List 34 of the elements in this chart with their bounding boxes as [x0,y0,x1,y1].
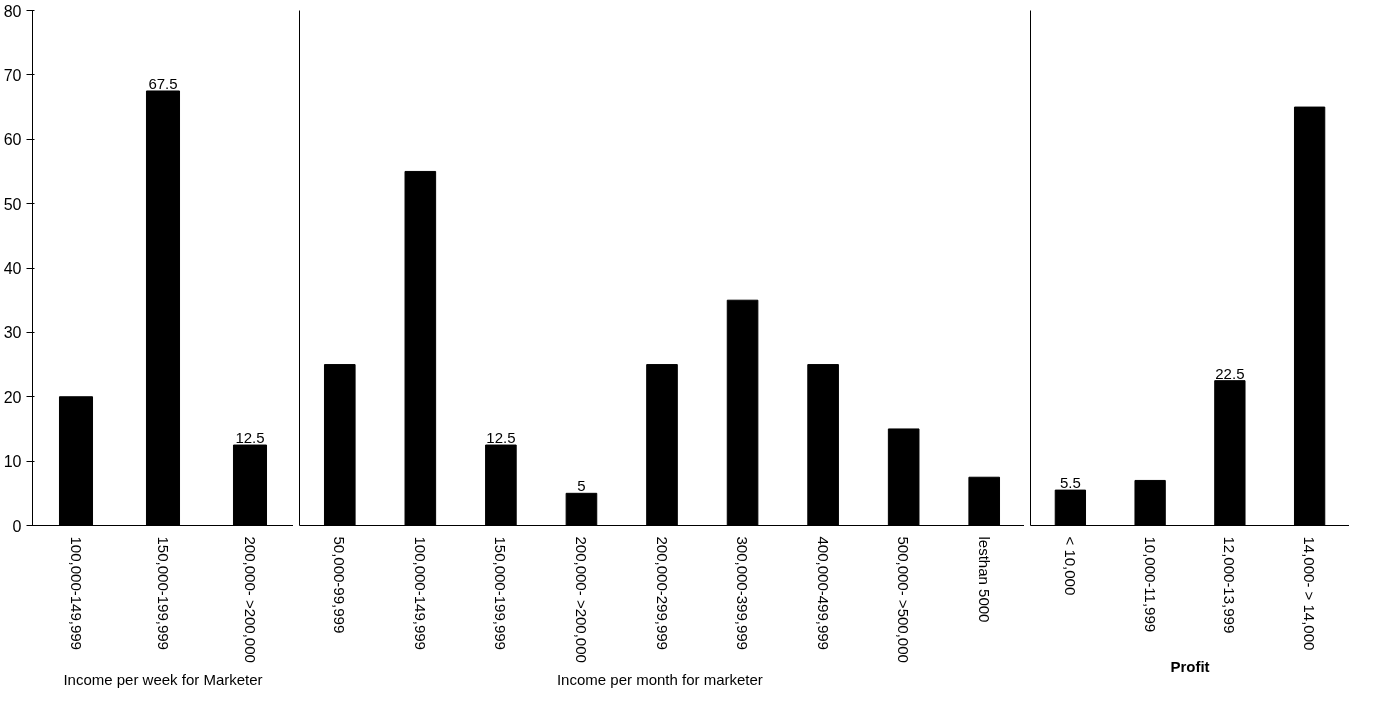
y-tick-label: 80 [3,2,22,20]
x-axis-title: Profit [1170,658,1210,676]
x-tick-label: lesthan 5000 [975,536,993,623]
x-tick-label: 150,000-199,999 [492,536,510,650]
y-tick-label: 60 [3,131,22,149]
x-tick-label: 100,000-149,999 [411,536,429,650]
x-tick-label: 14,000- > 14,000 [1301,536,1319,651]
x-axis-title: Income per week for Marketer [63,670,263,688]
data-label: 12.5 [486,429,516,447]
y-tick-label: 50 [3,195,22,213]
x-tick-label: 100,000-149,999 [67,536,85,650]
data-label: 67.5 [148,74,178,92]
y-tick-label: 20 [3,388,22,406]
x-tick-label: 200,000- >200,000 [572,536,590,663]
y-tick-label: 70 [3,66,22,84]
x-tick-label: 12,000-13,999 [1221,536,1239,634]
y-tick-label: 30 [3,324,22,342]
x-tick-label: 300,000-399,999 [734,536,752,650]
x-tick-label: 500,000- >500,000 [895,536,913,663]
x-axis-title: Income per month for marketer [556,670,763,688]
y-tick-label: 10 [3,453,22,471]
x-tick-label: 200,000- >200,000 [241,536,259,663]
x-tick-label: 200,000-299,999 [653,536,671,650]
data-label: 22.5 [1215,364,1245,382]
x-tick-label: 400,000-499,999 [814,536,832,650]
data-label: 12.5 [235,429,265,447]
x-tick-label: 150,000-199,999 [154,536,172,650]
data-label: 5 [577,477,586,495]
y-tick-label: 0 [12,517,22,535]
x-tick-label: < 10,000 [1061,536,1079,596]
x-tick-label: 10,000-11,999 [1141,536,1159,633]
y-tick-label: 40 [3,260,22,277]
data-label: 5.5 [1059,474,1081,492]
x-tick-label: 50,000-99,999 [331,536,349,634]
